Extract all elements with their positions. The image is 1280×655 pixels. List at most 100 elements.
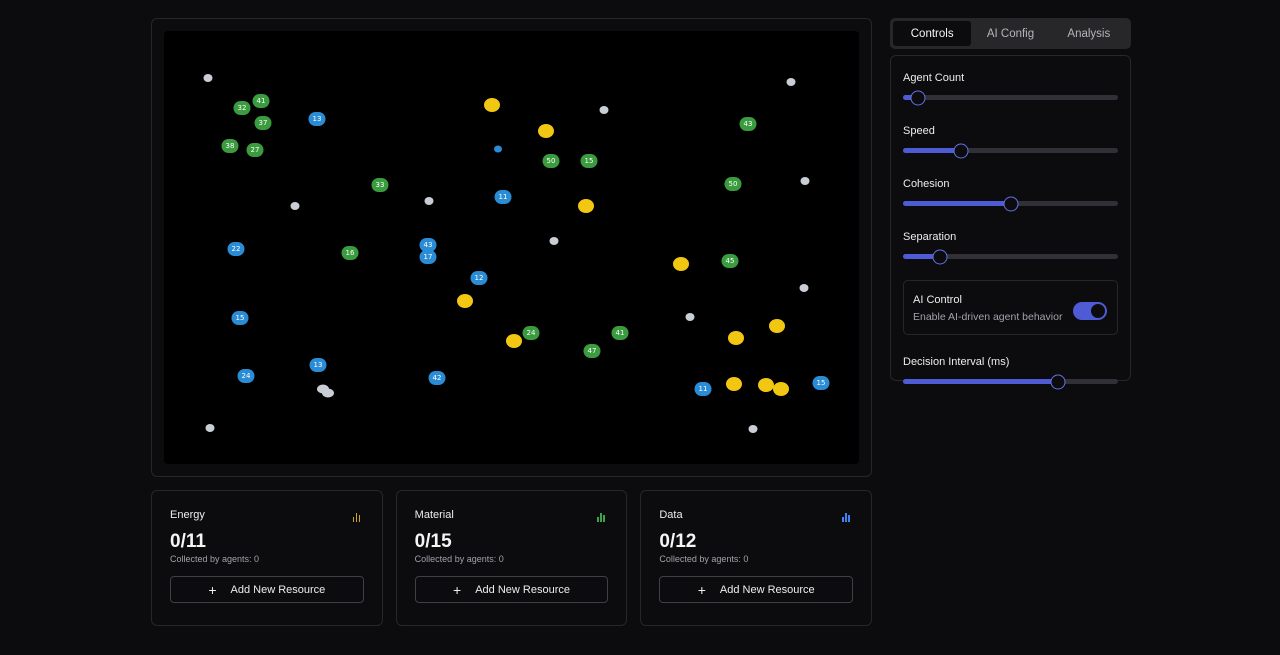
agent-green: 41	[611, 326, 629, 340]
energy-node	[728, 331, 744, 345]
agent-blue: 15	[231, 311, 249, 325]
decision-interval-label: Decision Interval (ms)	[903, 356, 1010, 368]
agent-blue: 43	[419, 238, 437, 252]
agent-blue: 11	[694, 382, 712, 396]
agent-blue: 24	[237, 369, 255, 383]
resource-node	[203, 74, 213, 82]
separation-slider[interactable]	[903, 249, 1118, 264]
agent-green: 50	[542, 154, 560, 168]
resource-card-material: Material 0/15 Collected by agents: 0 + A…	[395, 490, 628, 626]
agent-green: 27	[246, 143, 264, 157]
energy-node	[538, 124, 554, 138]
add-resource-label: Add New Resource	[719, 583, 815, 596]
plus-icon: +	[697, 581, 706, 598]
collected-text: Collected by agents: 0	[170, 554, 260, 564]
resource-node	[424, 197, 434, 205]
add-resource-button[interactable]: + Add New Resource	[659, 576, 854, 603]
resource-count: 0/15	[414, 531, 452, 552]
resource-node	[549, 237, 559, 245]
energy-node	[457, 294, 473, 308]
slider-thumb[interactable]	[953, 143, 969, 158]
decision-interval-slider[interactable]	[903, 374, 1118, 389]
resource-node	[205, 424, 215, 432]
add-resource-label: Add New Resource	[230, 583, 326, 596]
tab-ai-config[interactable]: AI Config	[986, 27, 1035, 40]
agent-green: 45	[721, 254, 739, 268]
collected-text: Collected by agents: 0	[659, 554, 749, 564]
agent-green: 24	[522, 326, 540, 340]
tab-controls[interactable]: Controls	[893, 21, 972, 46]
agent-blue: 17	[419, 250, 437, 264]
resource-node	[685, 313, 695, 321]
agent-green: 33	[371, 178, 389, 192]
agent-blue: 11	[494, 190, 512, 204]
collected-text: Collected by agents: 0	[414, 554, 504, 564]
energy-node	[484, 98, 500, 112]
speed-label: Speed	[903, 125, 935, 137]
add-resource-label: Add New Resource	[475, 583, 570, 596]
agent-green: 16	[341, 246, 359, 260]
resource-cards: Energy 0/11 Collected by agents: 0 + Add…	[151, 490, 873, 626]
tab-bar: Controls AI Config Analysis	[890, 18, 1131, 49]
add-resource-button[interactable]: + Add New Resource	[414, 576, 609, 603]
ai-control-title: AI Control	[913, 294, 962, 306]
card-title: Material	[414, 509, 454, 521]
add-resource-button[interactable]: + Add New Resource	[170, 576, 364, 603]
energy-node	[769, 319, 785, 333]
resource-node	[599, 106, 609, 114]
agent-blue: 12	[470, 271, 488, 285]
agent-green: 32	[233, 101, 251, 115]
data-node	[494, 145, 502, 153]
bar-chart-icon	[352, 513, 362, 522]
agent-blue: 15	[812, 376, 830, 390]
agent-green: 37	[254, 116, 272, 130]
agent-count-label: Agent Count	[903, 72, 965, 84]
agent-green: 15	[580, 154, 598, 168]
cohesion-slider[interactable]	[903, 196, 1118, 211]
cohesion-label: Cohesion	[903, 178, 950, 190]
resource-node	[800, 177, 810, 185]
resource-count: 0/12	[659, 531, 697, 552]
energy-node	[758, 378, 774, 392]
agent-blue: 13	[309, 358, 327, 372]
agent-green: 50	[724, 177, 742, 191]
speed-slider[interactable]	[903, 143, 1118, 158]
resource-node	[799, 284, 809, 292]
energy-node	[506, 334, 522, 348]
slider-thumb[interactable]	[1003, 196, 1018, 211]
agent-green: 47	[583, 344, 601, 358]
agent-blue: 42	[428, 371, 446, 385]
bar-chart-icon	[597, 513, 606, 522]
energy-node	[578, 199, 594, 213]
resource-node	[322, 388, 334, 398]
plus-icon: +	[208, 581, 217, 598]
slider-thumb[interactable]	[932, 249, 948, 264]
slider-thumb[interactable]	[1050, 374, 1066, 389]
agent-green: 41	[252, 94, 270, 108]
resource-card-energy: Energy 0/11 Collected by agents: 0 + Add…	[151, 490, 383, 626]
simulation-canvas[interactable]: 32 41 37 38 27 33 16 50 15 43 50 45 24 41 47 13 11 22 43 17…	[164, 31, 859, 464]
resource-node	[290, 202, 300, 210]
resource-node	[748, 425, 758, 433]
resource-node	[786, 78, 796, 86]
card-title: Energy	[170, 509, 205, 521]
agent-blue: 22	[227, 242, 245, 256]
agent-blue: 13	[308, 112, 326, 126]
card-title: Data	[659, 509, 683, 521]
agent-green: 43	[739, 117, 757, 131]
ai-control-description: Enable AI-driven agent behavior	[913, 311, 1063, 323]
resource-card-data: Data 0/12 Collected by agents: 0 + Add N…	[640, 490, 873, 626]
energy-node	[673, 257, 689, 271]
tab-analysis[interactable]: Analysis	[1067, 27, 1111, 40]
agent-count-slider[interactable]	[903, 90, 1118, 105]
toggle-knob	[1091, 304, 1105, 318]
simulation-frame: 32 41 37 38 27 33 16 50 15 43 50 45 24 41 47 13 11 22 43 17…	[151, 18, 872, 477]
plus-icon: +	[453, 581, 462, 598]
slider-thumb[interactable]	[910, 90, 926, 105]
ai-control-toggle[interactable]	[1073, 302, 1107, 320]
energy-node	[773, 382, 789, 396]
energy-node	[726, 377, 742, 391]
controls-panel: Agent Count Speed Cohesion Separation AI…	[890, 55, 1131, 389]
agent-green: 38	[221, 139, 239, 153]
separation-label: Separation	[903, 231, 957, 243]
